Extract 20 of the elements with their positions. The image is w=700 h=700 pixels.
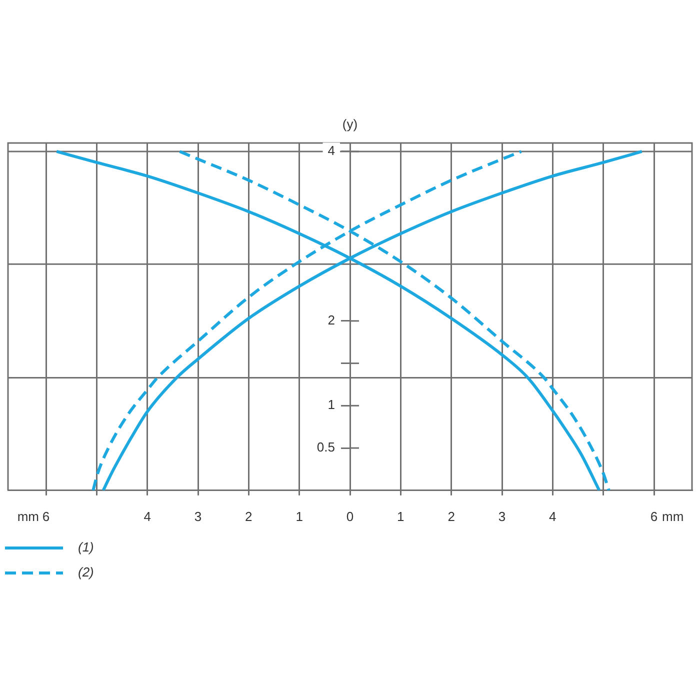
x-tick-label: 6 [650,508,658,524]
x-tick-label: 1 [397,508,404,524]
y-tick-label: 1 [328,397,335,412]
y-tick-label: 2 [328,312,335,328]
legend-label: (2) [78,564,94,580]
y-tick-label: 0.5 [316,440,335,455]
x-tick-label: 1 [296,508,303,524]
y-tick-label: 4 [328,143,335,158]
x-tick-label: 6 [42,508,50,524]
x-tick-label: 2 [245,508,252,524]
text: mm [662,508,684,524]
x-tick-label: 0 [346,508,354,524]
x-tick-label: 3 [194,508,202,524]
x-tick-label: 3 [498,508,506,524]
x-tick-label: 2 [448,508,455,524]
x-tick-label: 4 [144,508,151,524]
legend-label: (1) [78,540,94,555]
y-axis-title: (y) [342,116,358,132]
x-axis-title: mm [17,508,39,524]
x-tick-label: 4 [549,508,556,524]
